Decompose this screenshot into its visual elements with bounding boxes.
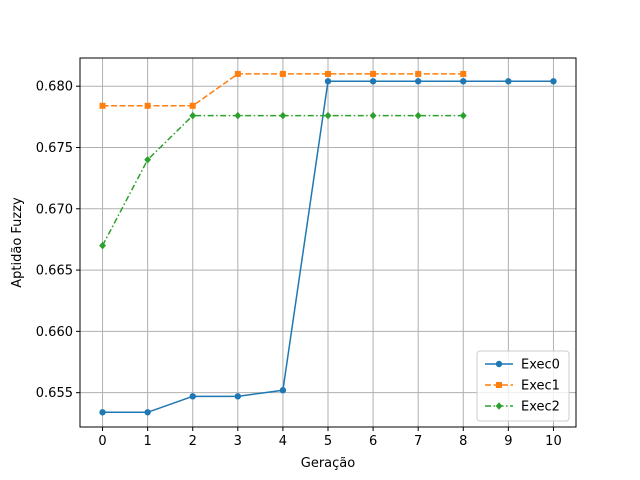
x-tick-label: 3 [234, 434, 242, 449]
legend-marker-exec0 [495, 360, 503, 368]
y-axis-ticks: 0.655 0.660 0.665 0.670 0.675 0.680 [36, 80, 80, 401]
data-point-exec2 [324, 111, 332, 120]
x-tick-label: 6 [369, 434, 377, 449]
x-tick-label: 9 [504, 434, 512, 449]
data-point-exec2 [279, 111, 287, 120]
data-point-exec0 [550, 78, 557, 85]
legend-label-exec0: Exec0 [521, 358, 560, 373]
data-point-exec1 [370, 70, 377, 77]
legend-marker-exec1 [496, 382, 502, 388]
data-point-exec0 [189, 393, 196, 400]
series-exec1 [99, 70, 467, 109]
data-point-exec1 [99, 102, 106, 109]
data-point-exec2 [144, 155, 152, 164]
x-tick-label: 0 [98, 434, 106, 449]
legend-marker-exec2 [495, 402, 503, 410]
data-point-exec2 [414, 111, 422, 120]
y-tick-label: 0.655 [36, 386, 73, 401]
x-axis-label: Geração [301, 456, 355, 471]
y-tick-label: 0.680 [36, 80, 73, 95]
data-point-exec0 [324, 78, 332, 85]
series-layer [99, 70, 557, 416]
data-point-exec2 [234, 111, 242, 120]
data-point-exec1 [279, 70, 286, 77]
x-axis-ticks: 0 1 2 3 4 5 6 7 8 9 10 [98, 427, 562, 449]
data-point-exec2 [189, 111, 197, 120]
x-tick-label: 2 [189, 434, 197, 449]
x-tick-label: 1 [143, 434, 151, 449]
y-tick-label: 0.675 [36, 141, 73, 156]
data-point-exec0 [234, 393, 242, 400]
data-point-exec1 [325, 70, 331, 77]
y-tick-label: 0.660 [36, 325, 73, 340]
data-point-exec1 [189, 102, 196, 109]
y-tick-label: 0.670 [36, 202, 73, 217]
data-point-exec2 [459, 111, 467, 120]
x-tick-label: 7 [414, 434, 422, 449]
series-exec2 [99, 111, 467, 250]
legend: Exec0 Exec1 Exec2 [476, 350, 570, 422]
legend-label-exec2: Exec2 [521, 400, 560, 415]
data-point-exec1 [415, 70, 422, 77]
data-point-exec0 [279, 387, 287, 394]
data-point-exec1 [460, 70, 467, 77]
data-point-exec0 [144, 409, 151, 416]
data-point-exec1 [234, 70, 241, 77]
data-point-exec2 [369, 111, 377, 120]
legend-label-exec1: Exec1 [521, 379, 560, 394]
data-point-exec0 [414, 78, 422, 85]
data-point-exec0 [505, 78, 512, 85]
y-axis-label: Aptidão Fuzzy [10, 197, 25, 288]
x-tick-label: 10 [545, 434, 562, 449]
data-point-exec0 [99, 409, 106, 416]
data-point-exec1 [144, 102, 151, 109]
data-point-exec2 [99, 241, 106, 250]
y-tick-label: 0.665 [36, 264, 73, 279]
x-tick-label: 8 [459, 434, 467, 449]
x-tick-label: 4 [279, 434, 287, 449]
series-exec0 [99, 78, 557, 416]
grid [80, 58, 576, 427]
x-tick-label: 5 [324, 434, 332, 449]
data-point-exec0 [369, 78, 377, 85]
data-point-exec0 [460, 78, 467, 85]
